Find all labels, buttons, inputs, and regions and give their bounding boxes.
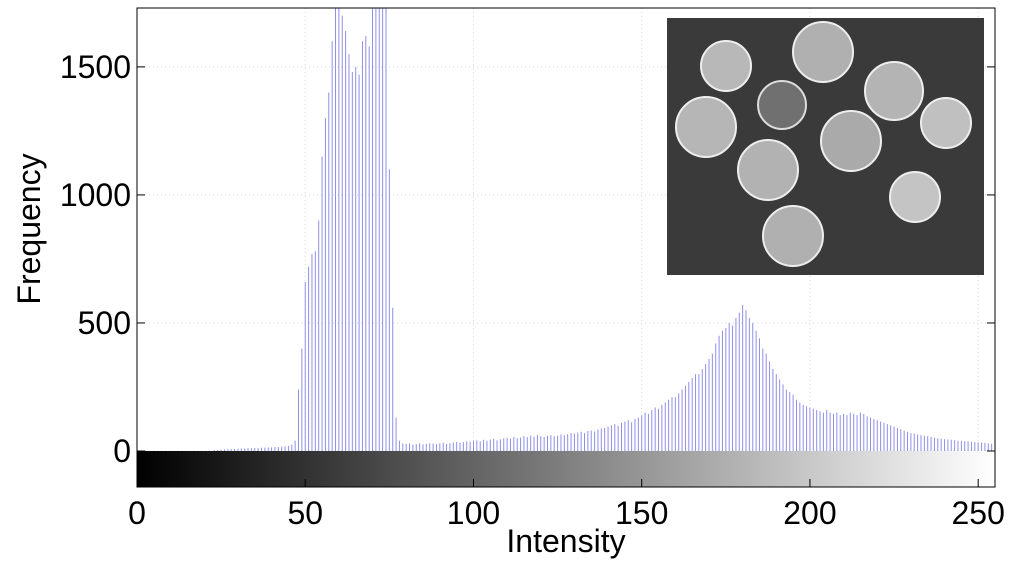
coin bbox=[757, 80, 807, 130]
coin bbox=[737, 139, 799, 201]
x-tick-label: 50 bbox=[287, 495, 323, 531]
coin bbox=[675, 96, 737, 158]
colorbar bbox=[137, 451, 995, 487]
coin bbox=[792, 21, 854, 83]
x-tick-label: 200 bbox=[783, 495, 836, 531]
x-tick-label: 100 bbox=[447, 495, 500, 531]
x-tick-label: 150 bbox=[615, 495, 668, 531]
bars bbox=[213, 8, 995, 451]
y-tick-label: 1500 bbox=[60, 49, 131, 85]
coin bbox=[920, 97, 972, 149]
coin bbox=[889, 171, 941, 223]
y-tick-label: 1000 bbox=[60, 177, 131, 213]
coin bbox=[700, 40, 752, 92]
y-tick-label: 500 bbox=[78, 305, 131, 341]
x-axis-label: Intensity bbox=[506, 523, 625, 559]
x-tick-label: 0 bbox=[128, 495, 146, 531]
inset-image bbox=[667, 18, 984, 275]
coin bbox=[762, 205, 824, 267]
coin bbox=[864, 61, 924, 121]
y-axis-label: Frequency bbox=[11, 153, 47, 304]
plot-frame bbox=[136, 7, 996, 488]
y-tick-label: 0 bbox=[113, 433, 131, 469]
coin bbox=[820, 110, 882, 172]
x-tick-label: 250 bbox=[951, 495, 1004, 531]
